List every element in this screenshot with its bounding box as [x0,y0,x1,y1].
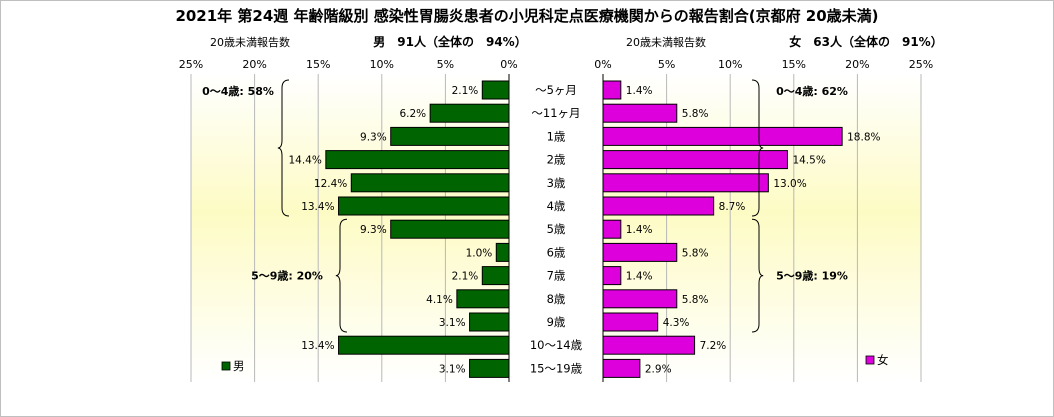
male-group-bracket [277,79,290,217]
male-bar [469,358,510,378]
male-value-label: 9.3% [360,131,387,143]
category-label: ～5ヶ月 [535,83,577,97]
male-value-label: 6.2% [399,108,426,120]
female-value-label: 1.4% [626,271,653,283]
female-tick-label: 20% [845,58,869,71]
male-bar [469,312,510,332]
category-label: 15～19歳 [530,361,583,375]
category-label: 3歳 [547,176,566,190]
male-tick-label: 10% [370,58,394,71]
female-group-bracket [751,79,764,217]
male-tick-label: 20% [242,58,266,71]
female-bar [602,266,622,286]
female-bar [602,242,678,262]
category-label: 8歳 [547,292,566,306]
female-bar [602,289,678,309]
male-group-label: 5～9歳: 20% [251,269,323,283]
female-value-label: 5.8% [682,294,709,306]
category-label: 6歳 [547,245,566,259]
male-tick-label: 0% [500,58,517,71]
male-value-label: 2.1% [452,85,479,97]
male-value-label: 12.4% [314,178,347,190]
female-bar [602,103,678,123]
female-bar [602,358,641,378]
male-bar [495,242,510,262]
female-value-label: 7.2% [700,340,727,352]
female-bar [602,312,659,332]
female-value-label: 4.3% [663,317,690,329]
male-legend-swatch [221,361,231,371]
female-bar [602,150,788,170]
female-tick-label: 10% [718,58,742,71]
male-value-label: 14.4% [288,155,321,167]
male-group-label: 0～4歳: 58% [202,84,274,98]
female-value-label: 18.8% [847,131,880,143]
female-legend-swatch [865,355,875,365]
female-value-label: 5.8% [682,247,709,259]
female-value-label: 13.0% [773,178,806,190]
female-group-label: 0～4歳: 62% [776,84,848,98]
chart-title: 2021年 第24週 年齢階級別 感染性胃腸炎患者の小児科定点医療機関からの報告… [175,7,878,25]
female-tick-label: 25% [909,58,933,71]
female-bar [602,80,622,100]
male-bar [429,103,510,123]
male-bar [338,335,510,355]
male-bar [481,266,510,286]
male-bar [350,173,510,193]
male-value-label: 1.0% [466,247,493,259]
male-value-label: 3.1% [439,317,466,329]
male-bar [390,219,510,239]
male-value-label: 4.1% [426,294,453,306]
female-header-detail: 女 63人（全体の 91%） [789,34,942,49]
female-group-label: 5～9歳: 19% [776,269,848,283]
category-label: 2歳 [547,153,566,167]
male-tick-label: 15% [306,58,330,71]
female-group-bracket [751,218,764,333]
male-bar [481,80,510,100]
female-value-label: 1.4% [626,224,653,236]
category-label: 5歳 [547,222,566,236]
female-bar [602,196,715,216]
female-value-label: 14.5% [792,155,825,167]
male-bar [390,126,510,146]
male-value-label: 9.3% [360,224,387,236]
male-header-label: 20歳未満報告数 [210,36,290,49]
male-legend-label: 男 [233,359,245,373]
female-header-label: 20歳未満報告数 [626,36,706,49]
female-bar [602,335,696,355]
category-label: 10～14歳 [530,338,583,352]
category-label: 4歳 [547,199,566,213]
female-bar [602,173,769,193]
female-value-label: 8.7% [719,201,746,213]
male-value-label: 13.4% [301,340,334,352]
male-value-label: 2.1% [452,271,479,283]
male-bar [456,289,510,309]
category-label: 9歳 [547,315,566,329]
male-value-label: 3.1% [439,363,466,375]
category-label: 7歳 [547,269,566,283]
female-tick-label: 15% [782,58,806,71]
male-tick-label: 25% [179,58,203,71]
male-bar [338,196,510,216]
female-bar [602,126,843,146]
female-tick-label: 5% [658,58,675,71]
female-legend-label: 女 [877,353,889,367]
female-value-label: 2.9% [645,363,672,375]
category-label: 1歳 [547,129,566,143]
male-value-label: 13.4% [301,201,334,213]
male-bar [325,150,510,170]
female-value-label: 1.4% [626,85,653,97]
male-header-detail: 男 91人（全体の 94%） [373,34,526,49]
male-tick-label: 5% [437,58,454,71]
female-tick-label: 0% [594,58,611,71]
male-group-bracket [335,218,348,333]
female-bar [602,219,622,239]
female-value-label: 5.8% [682,108,709,120]
category-label: ～11ヶ月 [531,106,580,120]
